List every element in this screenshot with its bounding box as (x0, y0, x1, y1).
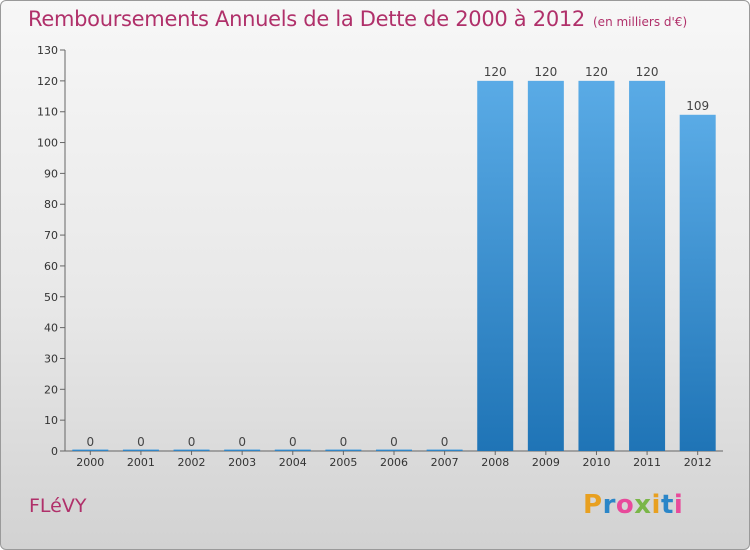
bar-2000 (72, 449, 109, 451)
y-tick-label: 110 (37, 106, 58, 119)
bar-2012 (679, 114, 716, 452)
x-tick-label: 2004 (279, 456, 307, 469)
data-label: 0 (238, 435, 246, 449)
bar-2011 (629, 80, 666, 451)
bar-2009 (527, 80, 564, 451)
y-tick-label: 130 (37, 44, 58, 57)
y-tick-label: 20 (44, 383, 58, 396)
x-tick-label: 2011 (633, 456, 661, 469)
data-label: 0 (137, 435, 145, 449)
bar-2002 (173, 449, 210, 451)
data-label: 120 (585, 65, 608, 79)
data-label: 109 (686, 99, 709, 113)
data-label: 0 (188, 435, 196, 449)
data-label: 0 (441, 435, 449, 449)
logo-letter: P (583, 490, 603, 520)
y-tick-label: 120 (37, 75, 58, 88)
logo-letter: t (660, 490, 674, 520)
logo-letter: o (615, 490, 635, 520)
x-tick-label: 2005 (329, 456, 357, 469)
proxiti-logo: Proxiti (583, 490, 683, 520)
logo-letter: i (651, 490, 661, 520)
y-tick-label: 10 (44, 414, 58, 427)
x-tick-label: 2006 (380, 456, 408, 469)
x-tick-label: 2007 (431, 456, 459, 469)
x-tick-label: 2000 (76, 456, 104, 469)
y-tick-label: 70 (44, 229, 58, 242)
x-tick-label: 2012 (684, 456, 712, 469)
data-label: 120 (484, 65, 507, 79)
logo-letter: r (602, 490, 616, 520)
plot-area: 0 10 20 30 40 50 60 70 80 90 100 110 120 130 2000 0 2001… (37, 44, 723, 469)
bar-2001 (122, 449, 159, 451)
commune-name: FLéVY (29, 495, 87, 517)
bar-2010 (578, 80, 615, 451)
bar-2004 (274, 449, 311, 451)
y-tick-label: 0 (51, 445, 58, 458)
y-tick-label: 90 (44, 167, 58, 180)
y-tick-label: 80 (44, 198, 58, 211)
chart-title-main: Remboursements Annuels de la Dette de 20… (28, 7, 585, 31)
logo-letter: i (673, 490, 684, 520)
y-tick-label: 50 (44, 291, 58, 304)
x-tick-label: 2001 (127, 456, 155, 469)
data-label: 120 (636, 65, 659, 79)
x-tick-label: 2010 (582, 456, 610, 469)
chart-title-unit: (en milliers d'€) (593, 15, 688, 29)
bar-2007 (426, 449, 463, 451)
y-tick-label: 30 (44, 352, 58, 365)
y-tick-label: 100 (37, 137, 58, 150)
y-tick-label: 40 (44, 322, 58, 335)
x-tick-label: 2003 (228, 456, 256, 469)
chart-title: Remboursements Annuels de la Dette de 20… (28, 7, 687, 31)
bar-2003 (224, 449, 261, 451)
bar-2006 (376, 449, 412, 451)
x-tick-label: 2009 (532, 456, 560, 469)
bar-2005 (325, 449, 362, 451)
x-tick-label: 2008 (481, 456, 509, 469)
data-label: 0 (86, 435, 94, 449)
logo-letter: x (634, 490, 652, 520)
data-label: 0 (390, 435, 398, 449)
data-label: 0 (340, 435, 348, 449)
data-label: 120 (534, 65, 557, 79)
x-tick-label: 2002 (178, 456, 206, 469)
y-tick-label: 60 (44, 260, 58, 273)
data-label: 0 (289, 435, 297, 449)
bar-2008 (477, 80, 514, 451)
